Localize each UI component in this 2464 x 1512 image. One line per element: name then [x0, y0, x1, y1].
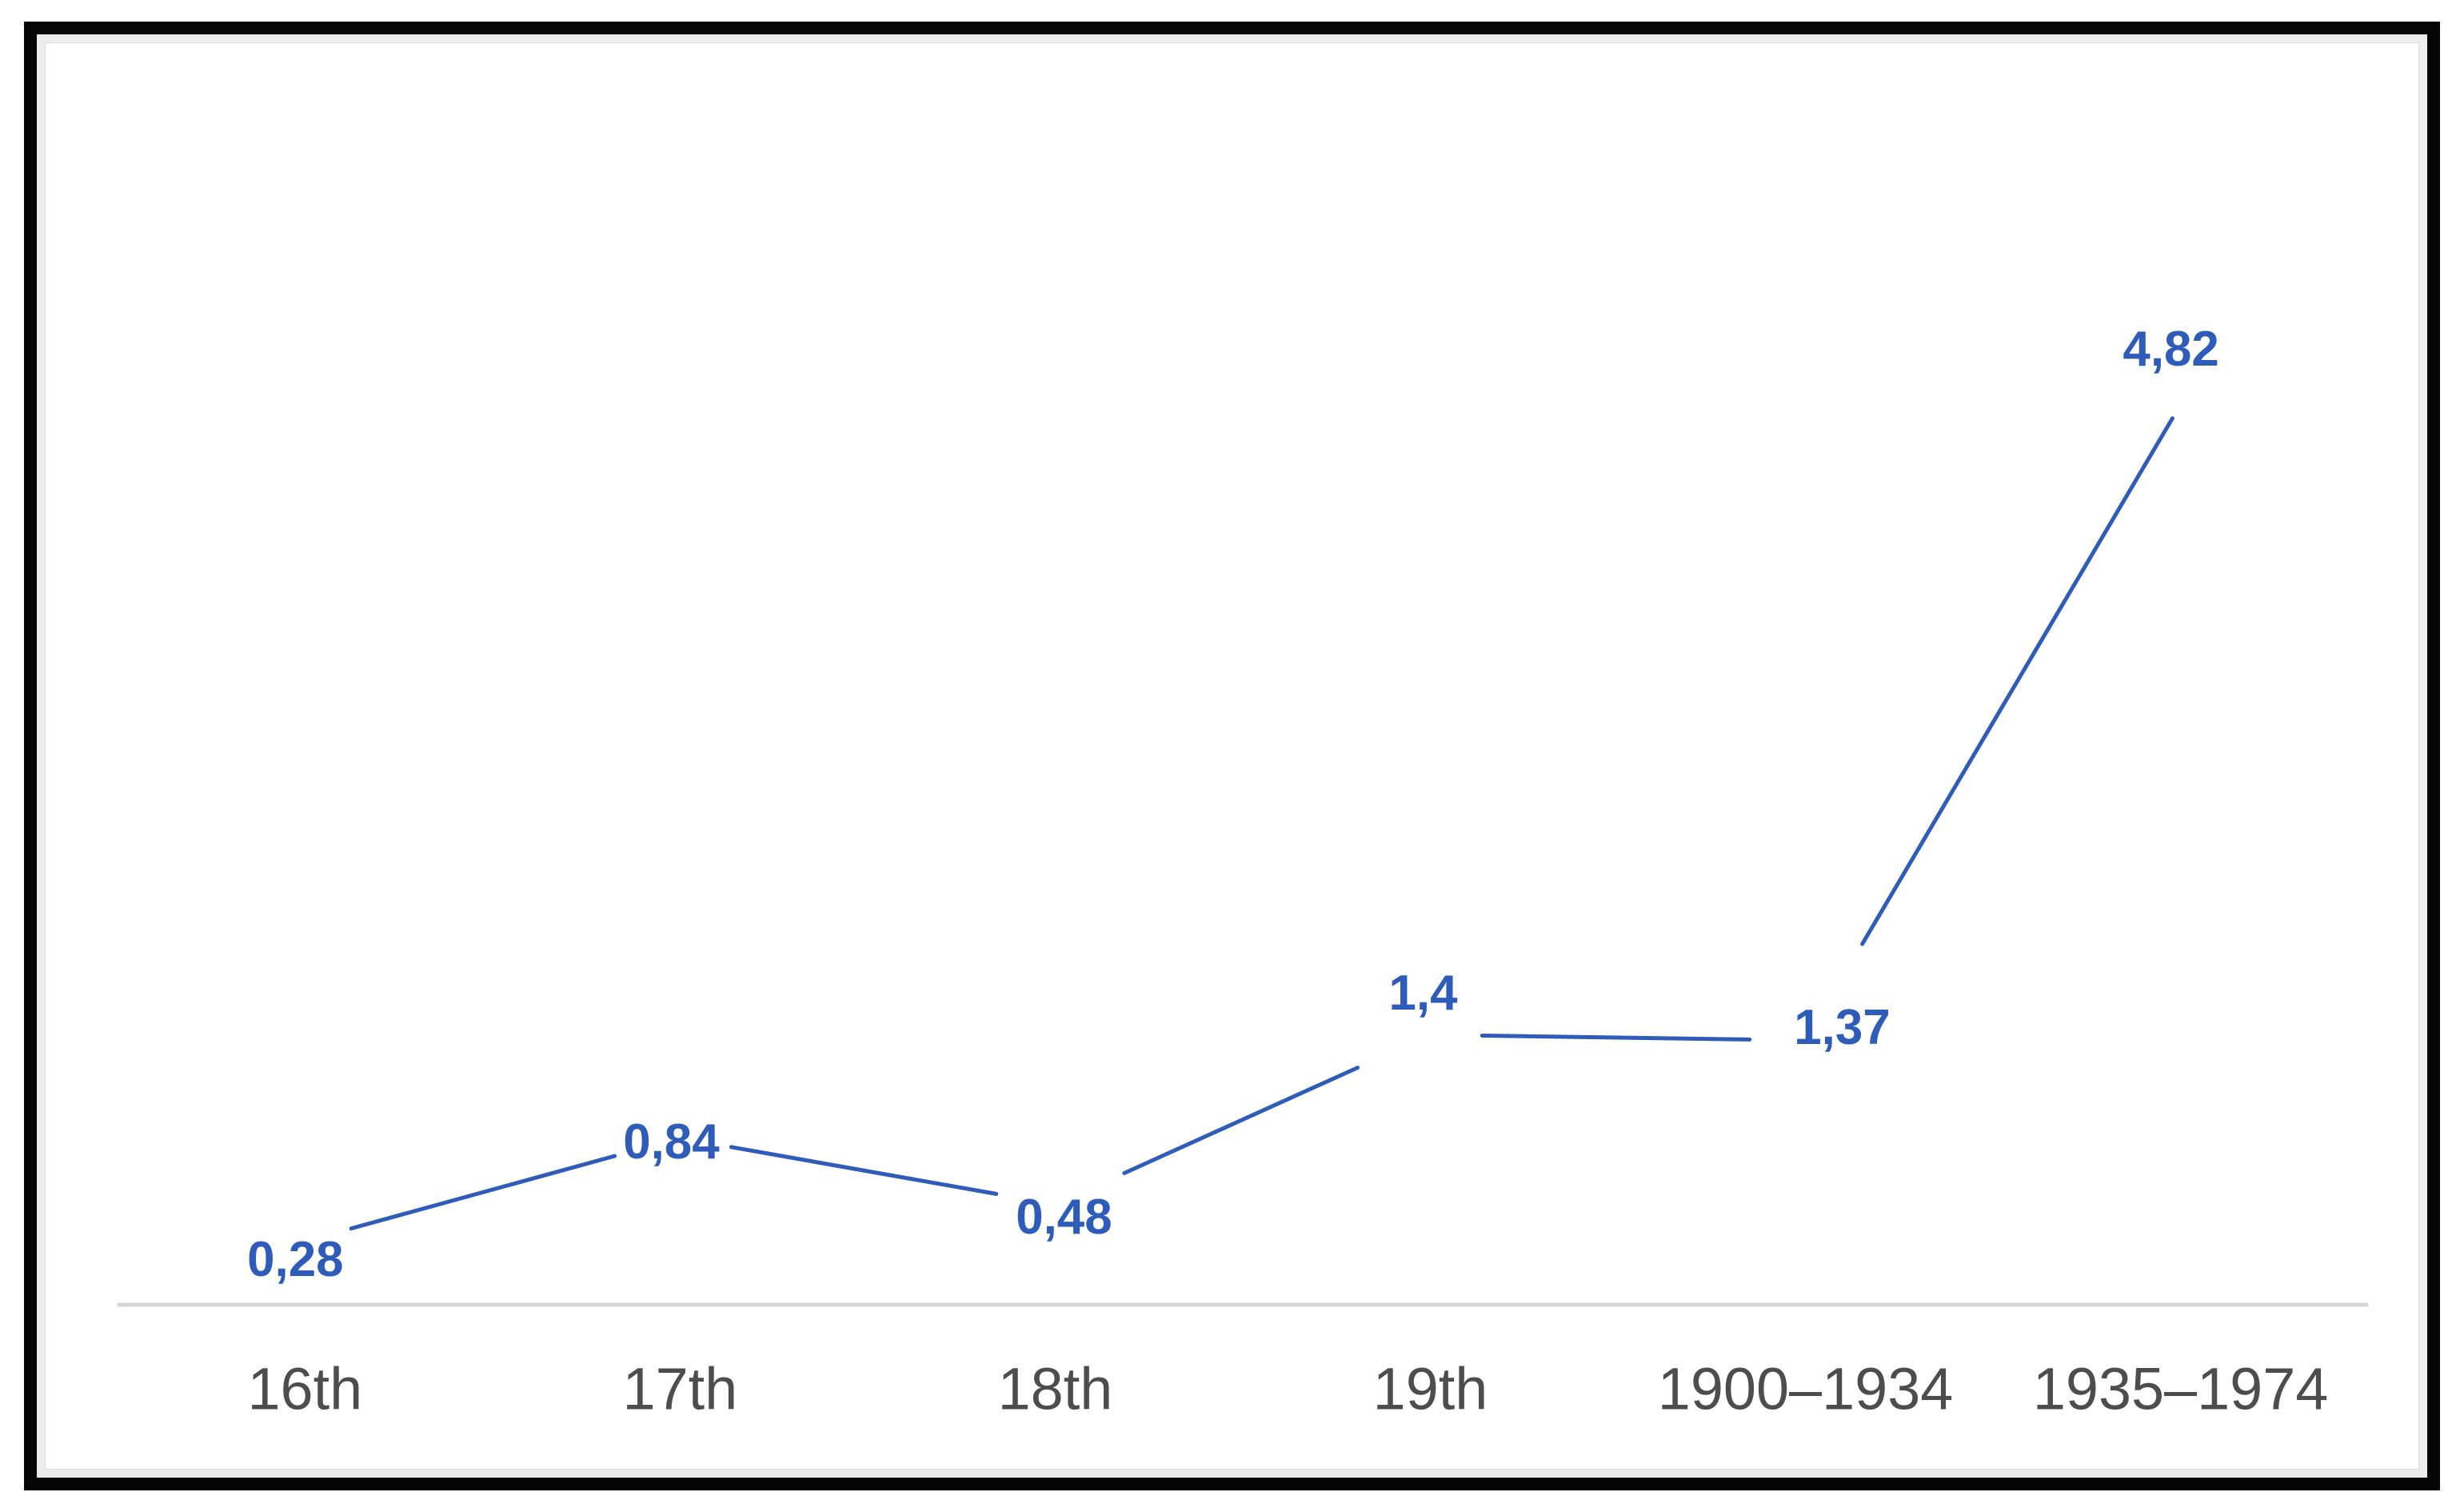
series-segment	[1860, 416, 2174, 946]
data-label: 1,4	[1389, 966, 1459, 1021]
line-chart: 0,28 0,84 0,48 1,4 1,37 4,82 16th 17th 18th 19th 1…	[117, 322, 2369, 1422]
chart-panel: 0,28 0,84 0,48 1,4 1,37 4,82 16th 17th 18th 19th 1…	[45, 42, 2419, 1470]
chart-frame: 0,28 0,84 0,48 1,4 1,37 4,82 16th 17th 18th 19th 1…	[24, 22, 2440, 1490]
x-tick-label: 19th	[1373, 1355, 1488, 1422]
x-tick-label: 17th	[623, 1355, 738, 1422]
series-segment	[1480, 1033, 1752, 1042]
data-label: 0,28	[247, 1232, 343, 1287]
data-label: 1,37	[1794, 1000, 1890, 1055]
data-label: 0,48	[1016, 1190, 1112, 1245]
x-tick-label: 1900–1934	[1658, 1355, 1954, 1422]
x-tick-label: 18th	[998, 1355, 1113, 1422]
series-segment	[349, 1154, 617, 1231]
data-label: 4,82	[2123, 322, 2218, 377]
series-segment	[1122, 1066, 1360, 1175]
data-label: 0,84	[623, 1114, 720, 1170]
x-tick-label: 16th	[247, 1355, 362, 1422]
series-segment	[729, 1145, 999, 1196]
x-tick-label: 1935–1974	[2033, 1355, 2329, 1422]
